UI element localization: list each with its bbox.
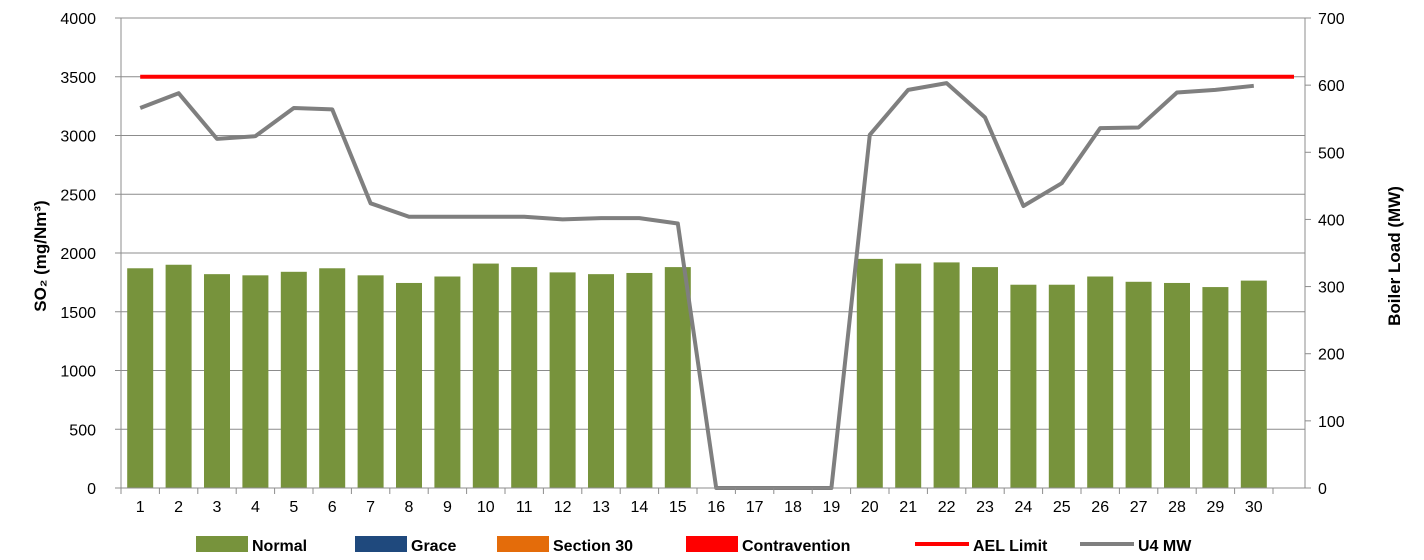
legend-label: Section 30 [553, 538, 633, 555]
x-axis-ticks: 1 2 3 4 5 6 7 8 9 10 11 12 13 14 15 16 17 18 19 20 21 22 23 24 2… [136, 499, 1263, 516]
y2-tick-label: 200 [1318, 347, 1345, 364]
bar-normal [856, 258, 883, 488]
y2-tick-label: 600 [1318, 78, 1345, 95]
y2-tick-label: 500 [1318, 145, 1345, 162]
x-tick-label: 21 [899, 499, 917, 516]
y-tick-label: 1500 [60, 305, 96, 322]
bar-normal [1087, 276, 1114, 488]
x-tick-label: 26 [1091, 499, 1109, 516]
y-axis-title: SO₂ (mg/Nm³) [31, 200, 50, 311]
x-tick-label: 12 [554, 499, 572, 516]
bar-normal [472, 263, 499, 488]
y2-tick-label: 400 [1318, 212, 1345, 229]
bar-normal [396, 282, 422, 488]
u4-mw-line [139, 81, 1255, 490]
x-tick-label: 16 [707, 499, 725, 516]
right-axis-ticks: 0 100 200 300 400 500 600 700 [1318, 11, 1345, 498]
x-tick-label: 14 [631, 499, 649, 516]
y-tick-label: 3000 [60, 129, 96, 146]
bar-normal [588, 274, 614, 488]
bar-normal [511, 267, 538, 488]
y-tick-label: 0 [87, 481, 96, 498]
legend-label: U4 MW [1138, 538, 1192, 555]
y2-tick-label: 0 [1318, 481, 1327, 498]
bar-normal [1164, 282, 1190, 488]
bar-normal [357, 275, 384, 488]
x-tick-label: 20 [861, 499, 879, 516]
x-tick-label: 8 [405, 499, 414, 516]
bar-normal [972, 267, 998, 488]
lines [139, 74, 1294, 490]
bar-normal [1048, 284, 1075, 488]
bar-normal [434, 276, 461, 488]
x-tick-label: 30 [1245, 499, 1263, 516]
y-tick-label: 2000 [60, 246, 96, 263]
legend-label: Contravention [742, 538, 850, 555]
x-tick-label: 7 [366, 499, 375, 516]
y-tick-label: 4000 [60, 11, 96, 28]
x-tick-label: 13 [592, 499, 610, 516]
y-tick-label: 3500 [60, 70, 96, 87]
legend-swatch [355, 536, 407, 552]
x-tick-label: 9 [443, 499, 452, 516]
bar-normal [242, 275, 269, 488]
y2-tick-label: 100 [1318, 414, 1345, 431]
y-tick-label: 2500 [60, 187, 96, 204]
x-tick-label: 25 [1053, 499, 1071, 516]
y-tick-label: 1000 [60, 364, 96, 381]
bar-normal [1125, 281, 1152, 488]
y2-tick-label: 700 [1318, 11, 1345, 28]
x-tick-label: 11 [516, 499, 533, 516]
legend-label: Normal [252, 538, 307, 555]
x-tick-label: 27 [1130, 499, 1148, 516]
x-tick-label: 28 [1168, 499, 1186, 516]
x-tick-label: 24 [1015, 499, 1033, 516]
x-tick-label: 19 [823, 499, 841, 516]
x-tick-label: 3 [213, 499, 222, 516]
y2-axis-title: Boiler Load (MW) [1385, 186, 1404, 326]
x-tick-label: 23 [976, 499, 994, 516]
y-tick-label: 500 [69, 422, 96, 439]
bar-normal [549, 272, 576, 488]
legend-swatch [497, 536, 549, 552]
x-tick-label: 15 [669, 499, 687, 516]
bar-normal [280, 271, 307, 488]
bar-normal [664, 267, 691, 488]
legend-label: Grace [411, 538, 456, 555]
bars [127, 258, 1267, 488]
y2-tick-label: 300 [1318, 280, 1345, 297]
x-tick-label: 5 [289, 499, 298, 516]
x-tick-label: 29 [1207, 499, 1225, 516]
x-tick-label: 4 [251, 499, 260, 516]
legend-label: AEL Limit [973, 538, 1048, 555]
x-tick-label: 1 [136, 499, 145, 516]
bar-normal [1010, 284, 1037, 488]
x-tick-label: 10 [477, 499, 495, 516]
x-tick-label: 17 [746, 499, 764, 516]
bar-normal [933, 262, 960, 488]
bar-normal [127, 268, 154, 488]
bar-normal [1240, 280, 1267, 488]
bar-normal [626, 272, 653, 488]
bar-normal [1202, 287, 1229, 488]
bar-normal [895, 263, 922, 488]
x-tick-label: 6 [328, 499, 337, 516]
x-tick-label: 2 [174, 499, 183, 516]
bar-normal [165, 264, 192, 488]
legend: Normal Grace Section 30 Contravention AEL Li… [196, 536, 1192, 555]
bar-normal [319, 268, 346, 488]
left-axis-ticks: 0 500 1000 1500 2000 2500 3000 3500 4000 [60, 11, 96, 498]
x-tick-label: 18 [784, 499, 802, 516]
legend-swatch [686, 536, 738, 552]
legend-swatch [196, 536, 248, 552]
axes [115, 17, 1311, 494]
x-tick-label: 22 [938, 499, 956, 516]
gridlines [121, 17, 1305, 489]
bar-normal [204, 274, 230, 488]
